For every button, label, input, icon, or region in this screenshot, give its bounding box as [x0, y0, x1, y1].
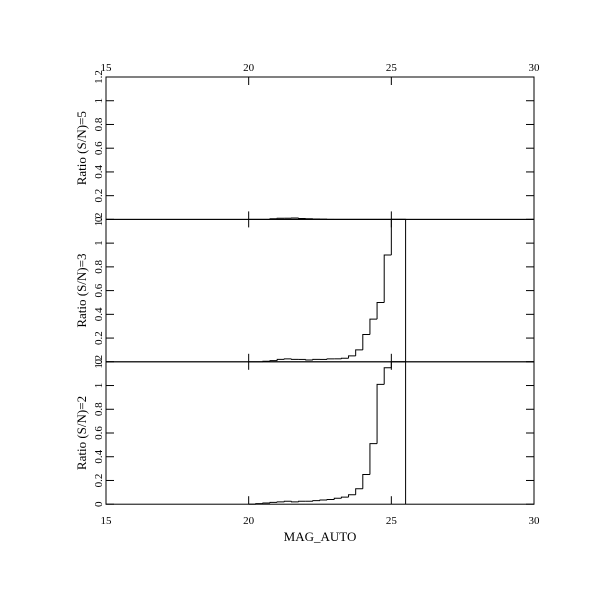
histogram-bin [312, 500, 320, 502]
y-tick-label: 1 [93, 240, 105, 246]
histogram-bin [398, 218, 407, 362]
histogram-bin [355, 349, 363, 356]
histogram-bin [369, 318, 378, 335]
x-tick-label: 30 [529, 515, 541, 527]
histogram-bin [355, 488, 363, 495]
histogram-bin [283, 358, 292, 360]
y-tick-label: 0.6 [93, 141, 105, 155]
x-tick-label: 30 [529, 62, 541, 74]
histogram-bin [298, 500, 306, 502]
y-tick-label: 0.8 [93, 402, 105, 416]
y-tick-label: 1.2 [93, 213, 105, 227]
histogram-bin [255, 503, 263, 505]
histogram-bin [376, 301, 385, 320]
y-tick-label: 0.4 [93, 307, 105, 321]
y-tick-label: 1.2 [93, 70, 105, 84]
histogram-bin [383, 254, 392, 303]
histogram-bin [276, 501, 285, 503]
y-tick-label: 0 [93, 216, 105, 222]
histogram-bin [269, 360, 278, 362]
histogram-bin [362, 474, 370, 489]
y-tick-label: 0.6 [93, 283, 105, 297]
histogram-bin [326, 498, 335, 501]
histogram-bin [333, 497, 342, 500]
x-tick-label: 25 [386, 515, 398, 527]
x-tick-label: 15 [101, 62, 113, 74]
histogram-bin [348, 494, 356, 498]
histogram-bin [348, 355, 356, 359]
histogram-bin [340, 496, 349, 499]
plot-frame [105, 218, 535, 363]
y-tick-label: 0.2 [93, 189, 105, 203]
x-tick-label: 20 [243, 515, 255, 527]
histogram-bin [319, 499, 328, 501]
y-axis-label: Ratio (S/N)=2 [74, 396, 89, 470]
x-tick-label: 20 [243, 62, 255, 74]
histogram-bin [326, 358, 335, 360]
x-axis-label: MAG_AUTO [284, 529, 357, 544]
y-axis-label: Ratio (S/N)=5 [74, 111, 89, 185]
histogram-bin [312, 358, 320, 361]
y-tick-label: 1 [93, 383, 105, 389]
y-tick-label: 0.8 [93, 259, 105, 273]
plot-frame [105, 76, 535, 220]
histogram-bin [383, 367, 392, 385]
histogram-bin [269, 501, 278, 504]
histogram-bin [369, 443, 378, 475]
plot-frame [105, 361, 535, 505]
histogram-bin [376, 383, 385, 444]
y-axis-label: Ratio (S/N)=3 [74, 254, 89, 328]
histogram-bin [290, 358, 299, 360]
y-tick-label: 0 [93, 359, 105, 365]
histogram-bin [305, 359, 313, 361]
histogram-bin [398, 361, 407, 505]
histogram-bin [262, 502, 271, 504]
histogram-bin [276, 358, 285, 361]
x-tick-label: 15 [101, 515, 113, 527]
y-tick-label: 0.2 [93, 331, 105, 345]
y-tick-label: 0.2 [93, 474, 105, 488]
histogram-bin [390, 218, 399, 255]
y-tick-label: 0.8 [93, 117, 105, 131]
y-tick-label: 1 [93, 98, 105, 104]
y-tick-label: 1.2 [93, 355, 105, 369]
histogram-bin [290, 501, 299, 503]
histogram-bin [276, 217, 285, 219]
y-tick-label: 0.4 [93, 449, 105, 463]
histogram-bin [362, 334, 370, 350]
histogram-bin [283, 500, 292, 502]
histogram-bin [390, 361, 399, 368]
histogram-bin [340, 357, 349, 359]
y-tick-label: 0.4 [93, 165, 105, 179]
x-tick-label: 25 [386, 62, 398, 74]
y-tick-label: 0 [93, 501, 105, 507]
y-tick-label: 0.6 [93, 426, 105, 440]
